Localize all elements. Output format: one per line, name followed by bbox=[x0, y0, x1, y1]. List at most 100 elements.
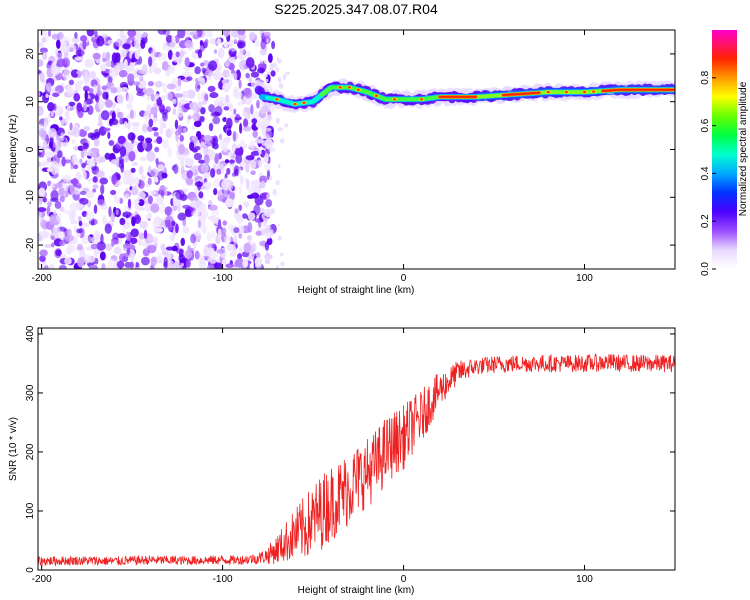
heatmap-cell bbox=[52, 92, 60, 98]
heatmap-cell bbox=[247, 212, 256, 221]
heatmap-cell bbox=[136, 91, 145, 97]
heatmap-cell bbox=[182, 226, 190, 234]
heatmap-cell bbox=[151, 117, 159, 123]
heatmap-cell bbox=[112, 232, 120, 240]
heatmap-cell bbox=[39, 72, 45, 83]
heatmap-cell bbox=[172, 108, 177, 116]
heatmap-cell bbox=[100, 184, 105, 195]
heatmap-cell bbox=[200, 141, 205, 149]
heatmap-cell bbox=[50, 147, 56, 152]
heatmap-cell bbox=[201, 99, 208, 105]
heatmap-cell bbox=[217, 228, 222, 239]
heatmap-cell bbox=[139, 76, 144, 82]
heatmap-cell bbox=[222, 220, 228, 226]
heatmap-cell bbox=[153, 227, 164, 233]
heatmap-cell bbox=[132, 81, 141, 86]
heatmap-cell bbox=[124, 142, 134, 153]
heatmap-cell bbox=[46, 156, 52, 163]
heatmap-cell bbox=[142, 123, 148, 133]
heatmap-cell bbox=[175, 189, 185, 200]
heatmap-cell bbox=[175, 131, 179, 142]
heatmap-hotspot bbox=[293, 102, 297, 106]
heatmap-cell bbox=[189, 196, 199, 202]
heatmap-cell bbox=[255, 159, 265, 164]
heatmap-cell bbox=[272, 62, 277, 68]
heatmap-cell bbox=[62, 69, 70, 81]
heatmap-cell bbox=[93, 204, 98, 214]
heatmap-cell bbox=[140, 40, 146, 49]
heatmap-cell bbox=[224, 60, 231, 68]
heatmap-cell bbox=[102, 91, 109, 100]
heatmap-cell bbox=[42, 50, 47, 61]
heatmap-cell bbox=[239, 175, 244, 186]
heatmap-cell bbox=[179, 258, 187, 264]
heatmap-cell bbox=[180, 237, 185, 247]
heatmap-cell bbox=[182, 66, 192, 71]
heatmap-cell bbox=[138, 166, 144, 175]
heatmap-cell bbox=[96, 90, 103, 96]
heatmap-cell bbox=[80, 148, 85, 159]
heatmap-cell bbox=[165, 246, 174, 251]
heatmap-cell bbox=[226, 129, 232, 136]
heatmap-cell bbox=[71, 36, 80, 44]
heatmap-cell bbox=[110, 189, 117, 196]
heatmap-cell bbox=[59, 116, 63, 121]
heatmap-cell bbox=[138, 232, 146, 240]
heatmap-cell bbox=[223, 234, 232, 245]
heatmap-cell bbox=[83, 254, 91, 264]
heatmap-cell bbox=[262, 122, 267, 128]
heatmap-cell bbox=[191, 135, 198, 141]
heatmap-cell bbox=[86, 190, 95, 199]
heatmap-cell bbox=[171, 98, 177, 104]
heatmap-cell bbox=[75, 49, 85, 57]
heatmap-cell bbox=[93, 128, 100, 140]
heatmap-cell bbox=[96, 35, 105, 47]
heatmap-hotspot bbox=[592, 90, 596, 93]
heatmap-cell bbox=[206, 264, 215, 269]
colorbar-tick-label: 0.2 bbox=[700, 214, 711, 228]
heatmap-cell bbox=[162, 82, 168, 94]
heatmap-cell bbox=[266, 37, 269, 44]
heatmap-cell bbox=[261, 180, 265, 185]
heatmap-cell bbox=[210, 111, 220, 118]
heatmap-cell bbox=[50, 242, 55, 248]
snr-y-label: SNR (10 * v/v) bbox=[8, 417, 19, 481]
heatmap-cell bbox=[146, 95, 151, 101]
colorbar-tick-label: 0.8 bbox=[700, 70, 711, 84]
spectrogram-signal-line bbox=[253, 77, 675, 113]
heatmap-cell bbox=[150, 49, 157, 57]
heatmap-cell bbox=[190, 233, 197, 244]
heatmap-cell bbox=[191, 200, 197, 206]
heatmap-cell bbox=[180, 164, 185, 175]
x-tick-label: -200 bbox=[32, 574, 52, 585]
heatmap-cell bbox=[46, 205, 51, 216]
heatmap-cell bbox=[183, 127, 187, 133]
heatmap-cell bbox=[275, 179, 280, 186]
heatmap-cell bbox=[249, 159, 257, 170]
heatmap-cell bbox=[150, 203, 160, 213]
heatmap-cell bbox=[41, 161, 50, 166]
heatmap-cell bbox=[132, 185, 138, 193]
heatmap-cell bbox=[68, 101, 76, 106]
heatmap-cell bbox=[122, 224, 126, 235]
heatmap-cell bbox=[248, 250, 255, 260]
heatmap-cell bbox=[87, 105, 94, 116]
snr-x-ticks: -200 -100 0 100 bbox=[32, 328, 593, 585]
heatmap-cell bbox=[212, 116, 221, 125]
heatmap-cell bbox=[138, 199, 145, 207]
heatmap-cell bbox=[173, 93, 184, 98]
heatmap-cell bbox=[72, 177, 77, 187]
heatmap-cell bbox=[186, 170, 193, 179]
heatmap-cell bbox=[153, 176, 159, 183]
heatmap-cell bbox=[271, 40, 276, 50]
heatmap-cell bbox=[111, 52, 118, 63]
heatmap-cell bbox=[268, 176, 272, 181]
heatmap-cell bbox=[59, 240, 66, 246]
heatmap-cell bbox=[263, 208, 273, 218]
heatmap-cell bbox=[245, 57, 255, 69]
heatmap-cell bbox=[134, 177, 140, 186]
heatmap-cell bbox=[79, 190, 87, 196]
heatmap-cell bbox=[107, 39, 114, 45]
heatmap-cell bbox=[229, 159, 236, 164]
heatmap-cell bbox=[46, 167, 54, 172]
